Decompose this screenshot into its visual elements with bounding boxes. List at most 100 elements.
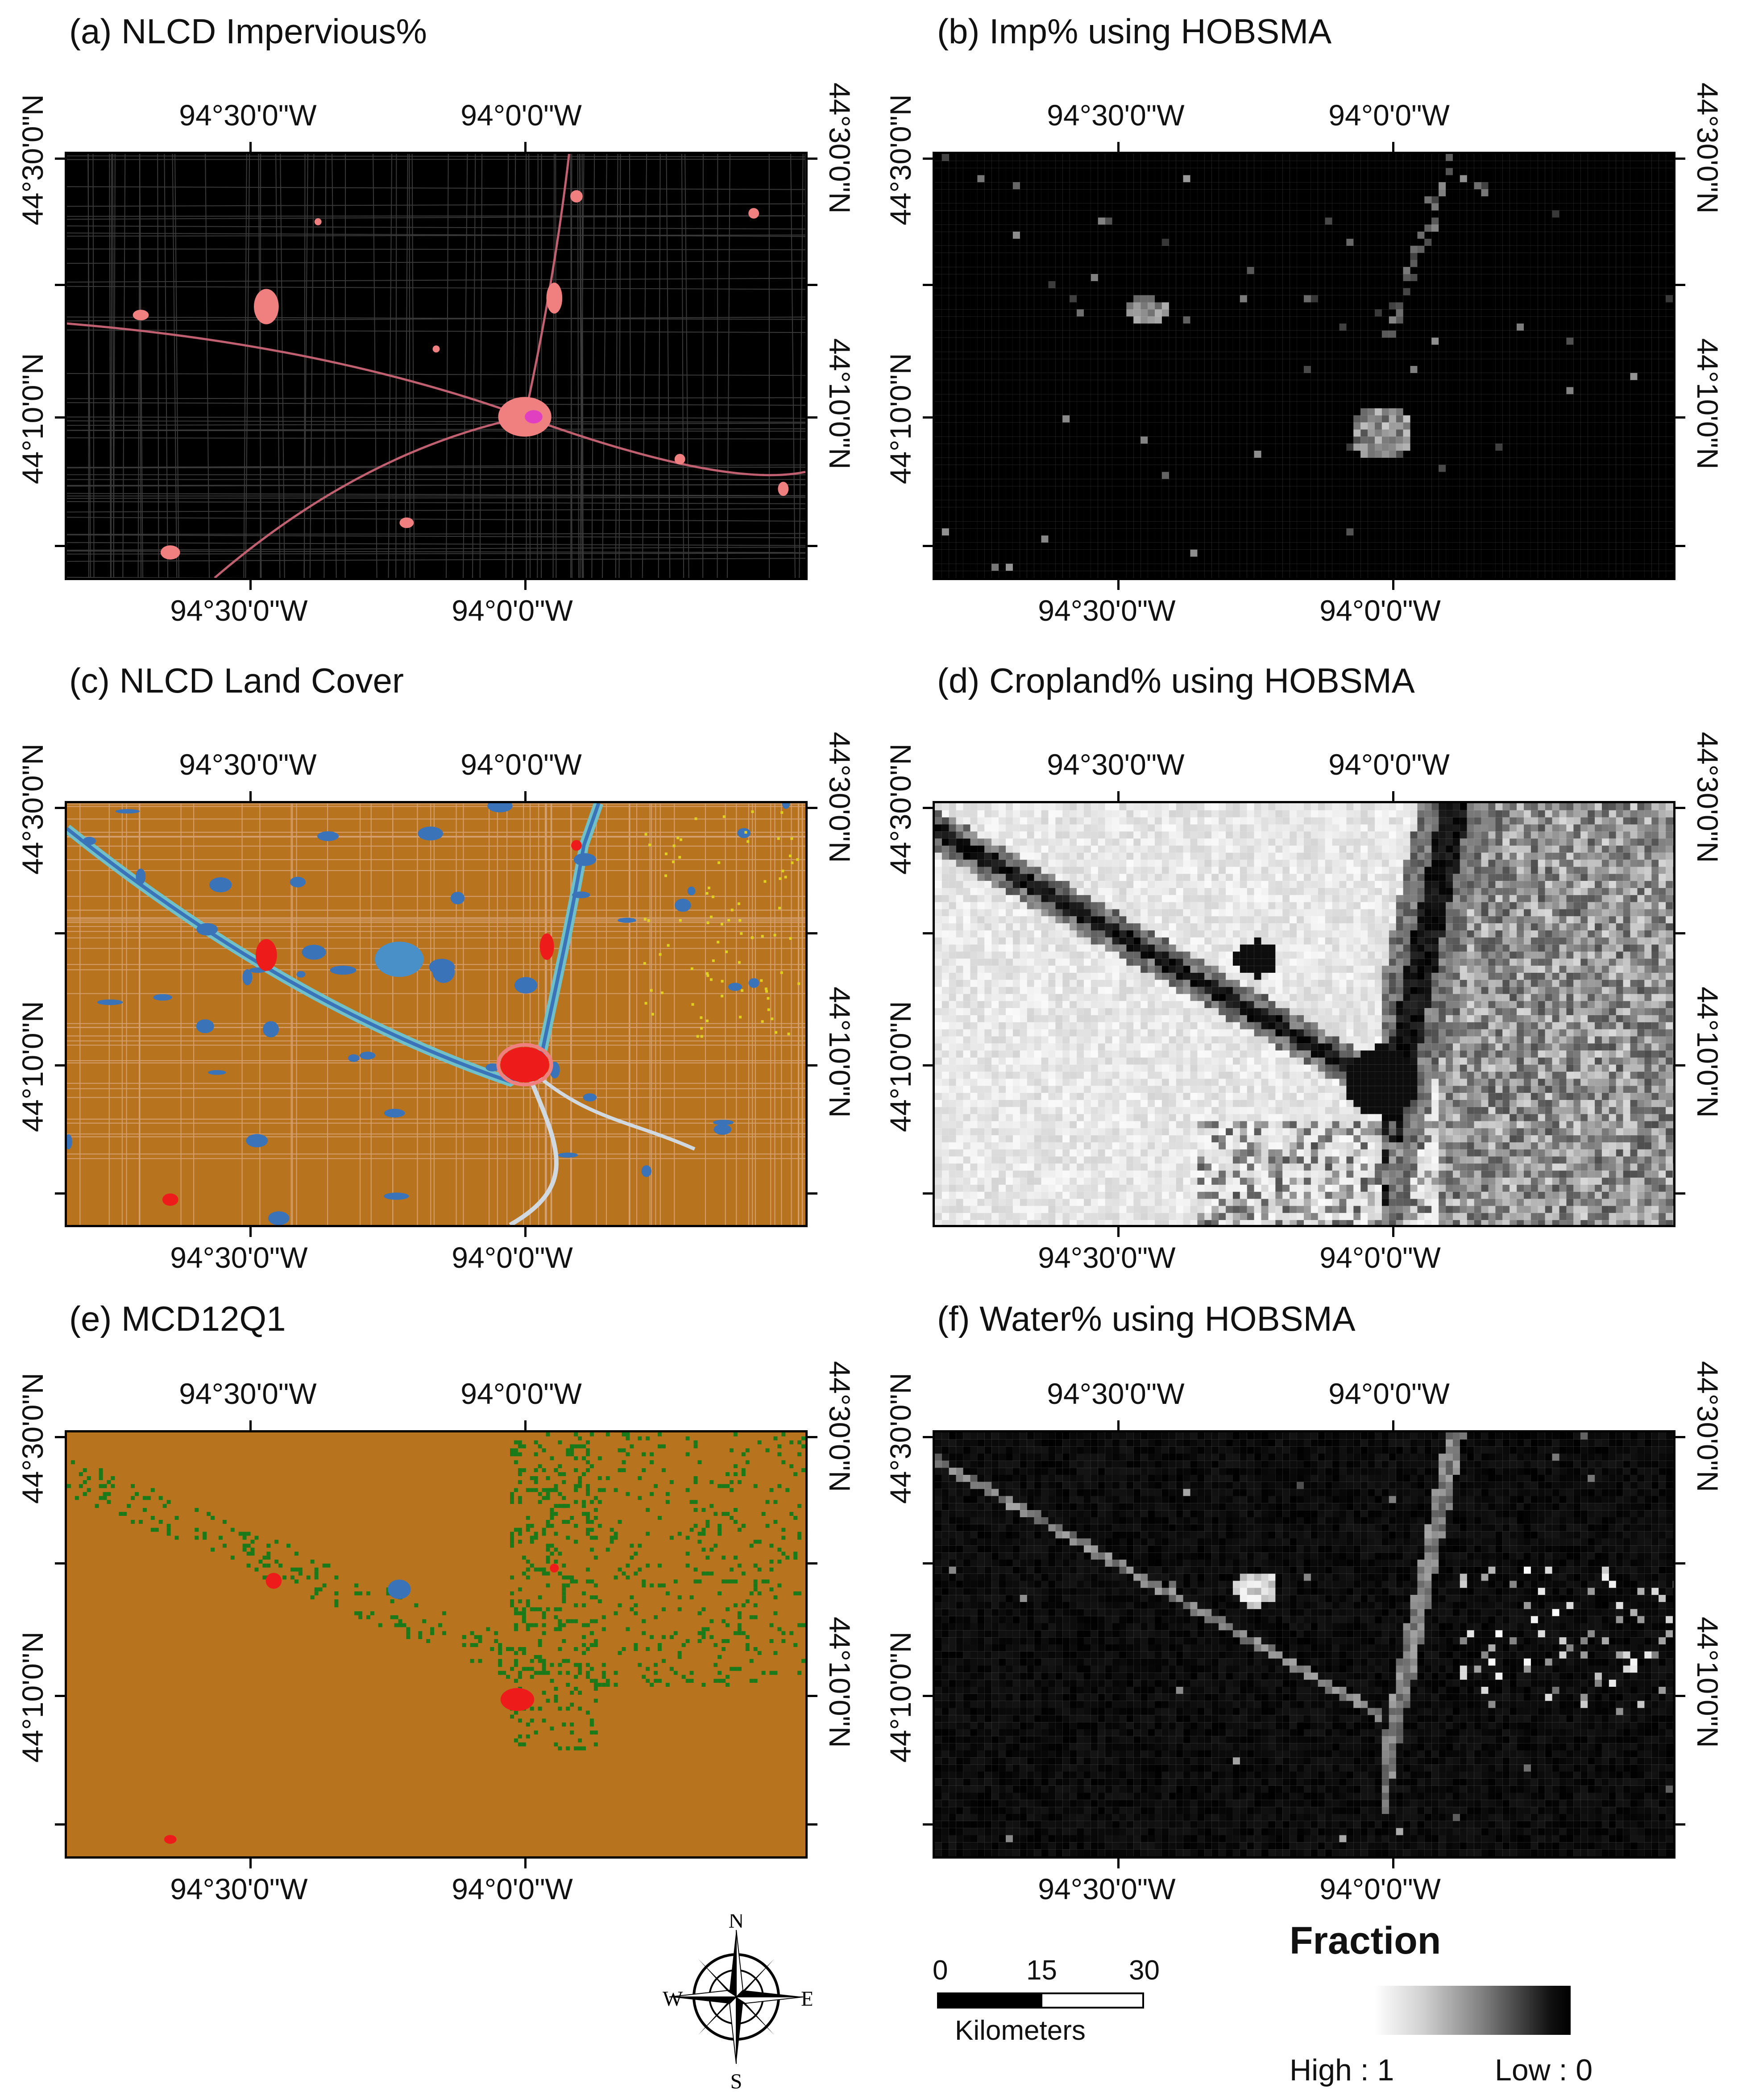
tick-top-0 [249, 142, 252, 152]
tick-bottom-1 [1392, 1227, 1395, 1237]
tick-left-2 [55, 1695, 65, 1697]
lon-label-top-center: 94°0'0"W [1328, 98, 1450, 132]
legend-low-label: Low : 0 [1495, 2053, 1593, 2088]
tick-bottom-1 [524, 580, 527, 590]
lat-label-left-mid: 44°10'0"N [16, 1632, 50, 1763]
tick-top-0 [1117, 142, 1120, 152]
scale-tick-0: 0 [933, 1955, 948, 1986]
map-raster-d [935, 803, 1673, 1225]
scale-bar: 0 15 30 Kilometers [933, 1955, 1160, 2053]
legend-title: Fraction [1290, 1919, 1441, 1963]
tick-left-2 [923, 1695, 933, 1697]
tick-top-1 [524, 791, 527, 801]
tick-right-1 [1675, 283, 1685, 286]
tick-right-3 [1675, 1192, 1685, 1195]
tick-bottom-0 [249, 580, 252, 590]
compass-north-label: N [729, 1914, 744, 1933]
lon-label-bottom-west: 94°30'0"W [1038, 1241, 1175, 1274]
lat-label-left-top: 44°30'0"N [16, 1373, 50, 1504]
map-panel-c [65, 801, 808, 1227]
lat-label-right-mid: 44°10'0"N [1691, 1617, 1725, 1748]
tick-top-0 [1117, 1420, 1120, 1430]
lon-label-top-west: 94°30'0"W [1047, 747, 1184, 781]
tick-left-3 [923, 545, 933, 548]
tick-top-0 [1117, 791, 1120, 801]
tick-left-0 [55, 1436, 65, 1438]
lon-label-top-west: 94°30'0"W [179, 1377, 316, 1411]
panel-title-a: (a) NLCD Impervious% [69, 11, 427, 52]
lat-label-right-top: 44°30'0"N [1691, 83, 1725, 214]
tick-right-1 [808, 932, 817, 935]
map-raster-f [935, 1432, 1673, 1856]
tick-right-3 [1675, 545, 1685, 548]
tick-right-2 [808, 1064, 817, 1067]
lat-label-left-top: 44°30'0"N [883, 94, 917, 225]
map-panel-a [65, 152, 808, 580]
lon-label-bottom-center: 94°0'0"W [452, 1872, 573, 1906]
tick-bottom-0 [249, 1859, 252, 1868]
fraction-legend: Fraction High : 1 Low : 0 [1285, 1919, 1642, 2097]
lat-label-right-mid: 44°10'0"N [823, 987, 857, 1118]
map-raster-e [67, 1432, 805, 1856]
scale-tick-30: 30 [1129, 1955, 1160, 1986]
tick-left-0 [923, 158, 933, 160]
lon-label-bottom-west: 94°30'0"W [170, 593, 307, 627]
tick-left-1 [923, 932, 933, 935]
tick-right-0 [808, 807, 817, 809]
tick-right-2 [808, 1695, 817, 1697]
map-panel-f [933, 1430, 1675, 1859]
lon-label-bottom-center: 94°0'0"W [1319, 1241, 1441, 1274]
lon-label-top-west: 94°30'0"W [179, 98, 316, 132]
lon-label-bottom-center: 94°0'0"W [452, 1241, 573, 1274]
lat-label-right-mid: 44°10'0"N [823, 338, 857, 469]
tick-top-1 [1392, 791, 1395, 801]
lat-label-left-top: 44°30'0"N [883, 1373, 917, 1504]
tick-top-1 [524, 142, 527, 152]
lon-label-bottom-center: 94°0'0"W [452, 593, 573, 627]
tick-top-1 [524, 1420, 527, 1430]
tick-left-1 [55, 283, 65, 286]
lat-label-left-top: 44°30'0"N [16, 743, 50, 875]
tick-left-0 [55, 158, 65, 160]
tick-left-0 [923, 1436, 933, 1438]
tick-left-3 [923, 1823, 933, 1826]
tick-bottom-0 [1117, 1859, 1120, 1868]
compass-east-label: E [801, 1987, 812, 2011]
tick-right-0 [1675, 158, 1685, 160]
lat-label-left-mid: 44°10'0"N [883, 1632, 917, 1763]
tick-right-0 [1675, 1436, 1685, 1438]
lon-label-bottom-center: 94°0'0"W [1319, 593, 1441, 627]
lon-label-bottom-center: 94°0'0"W [1319, 1872, 1441, 1906]
tick-top-0 [249, 1420, 252, 1430]
map-raster-c [67, 803, 805, 1225]
scale-unit-label: Kilometers [955, 2015, 1086, 2046]
tick-right-2 [1675, 1064, 1685, 1067]
lat-label-right-mid: 44°10'0"N [1691, 987, 1725, 1118]
lon-label-top-center: 94°0'0"W [1328, 747, 1450, 781]
tick-right-0 [808, 1436, 817, 1438]
lon-label-top-west: 94°30'0"W [1047, 1377, 1184, 1411]
legend-gradient-bar [1374, 1986, 1571, 2035]
tick-top-1 [1392, 1420, 1395, 1430]
tick-left-3 [55, 1823, 65, 1826]
tick-left-3 [923, 1192, 933, 1195]
tick-left-3 [55, 545, 65, 548]
panel-title-d: (d) Cropland% using HOBSMA [937, 660, 1415, 701]
compass-south-label: S [730, 2070, 742, 2093]
lon-label-bottom-west: 94°30'0"W [170, 1241, 307, 1274]
panel-title-f: (f) Water% using HOBSMA [937, 1299, 1356, 1339]
lat-label-right-top: 44°30'0"N [823, 1361, 857, 1492]
tick-right-2 [808, 416, 817, 419]
tick-right-1 [1675, 1562, 1685, 1565]
lon-label-top-center: 94°0'0"W [460, 1377, 582, 1411]
map-panel-b [933, 152, 1675, 580]
tick-left-2 [923, 1064, 933, 1067]
map-panel-d [933, 801, 1675, 1227]
lat-label-right-mid: 44°10'0"N [1691, 338, 1725, 469]
tick-left-0 [55, 807, 65, 809]
panel-title-c: (c) NLCD Land Cover [69, 660, 404, 701]
tick-right-3 [808, 1823, 817, 1826]
lat-label-right-top: 44°30'0"N [823, 83, 857, 214]
tick-bottom-1 [524, 1227, 527, 1237]
tick-left-2 [55, 1064, 65, 1067]
